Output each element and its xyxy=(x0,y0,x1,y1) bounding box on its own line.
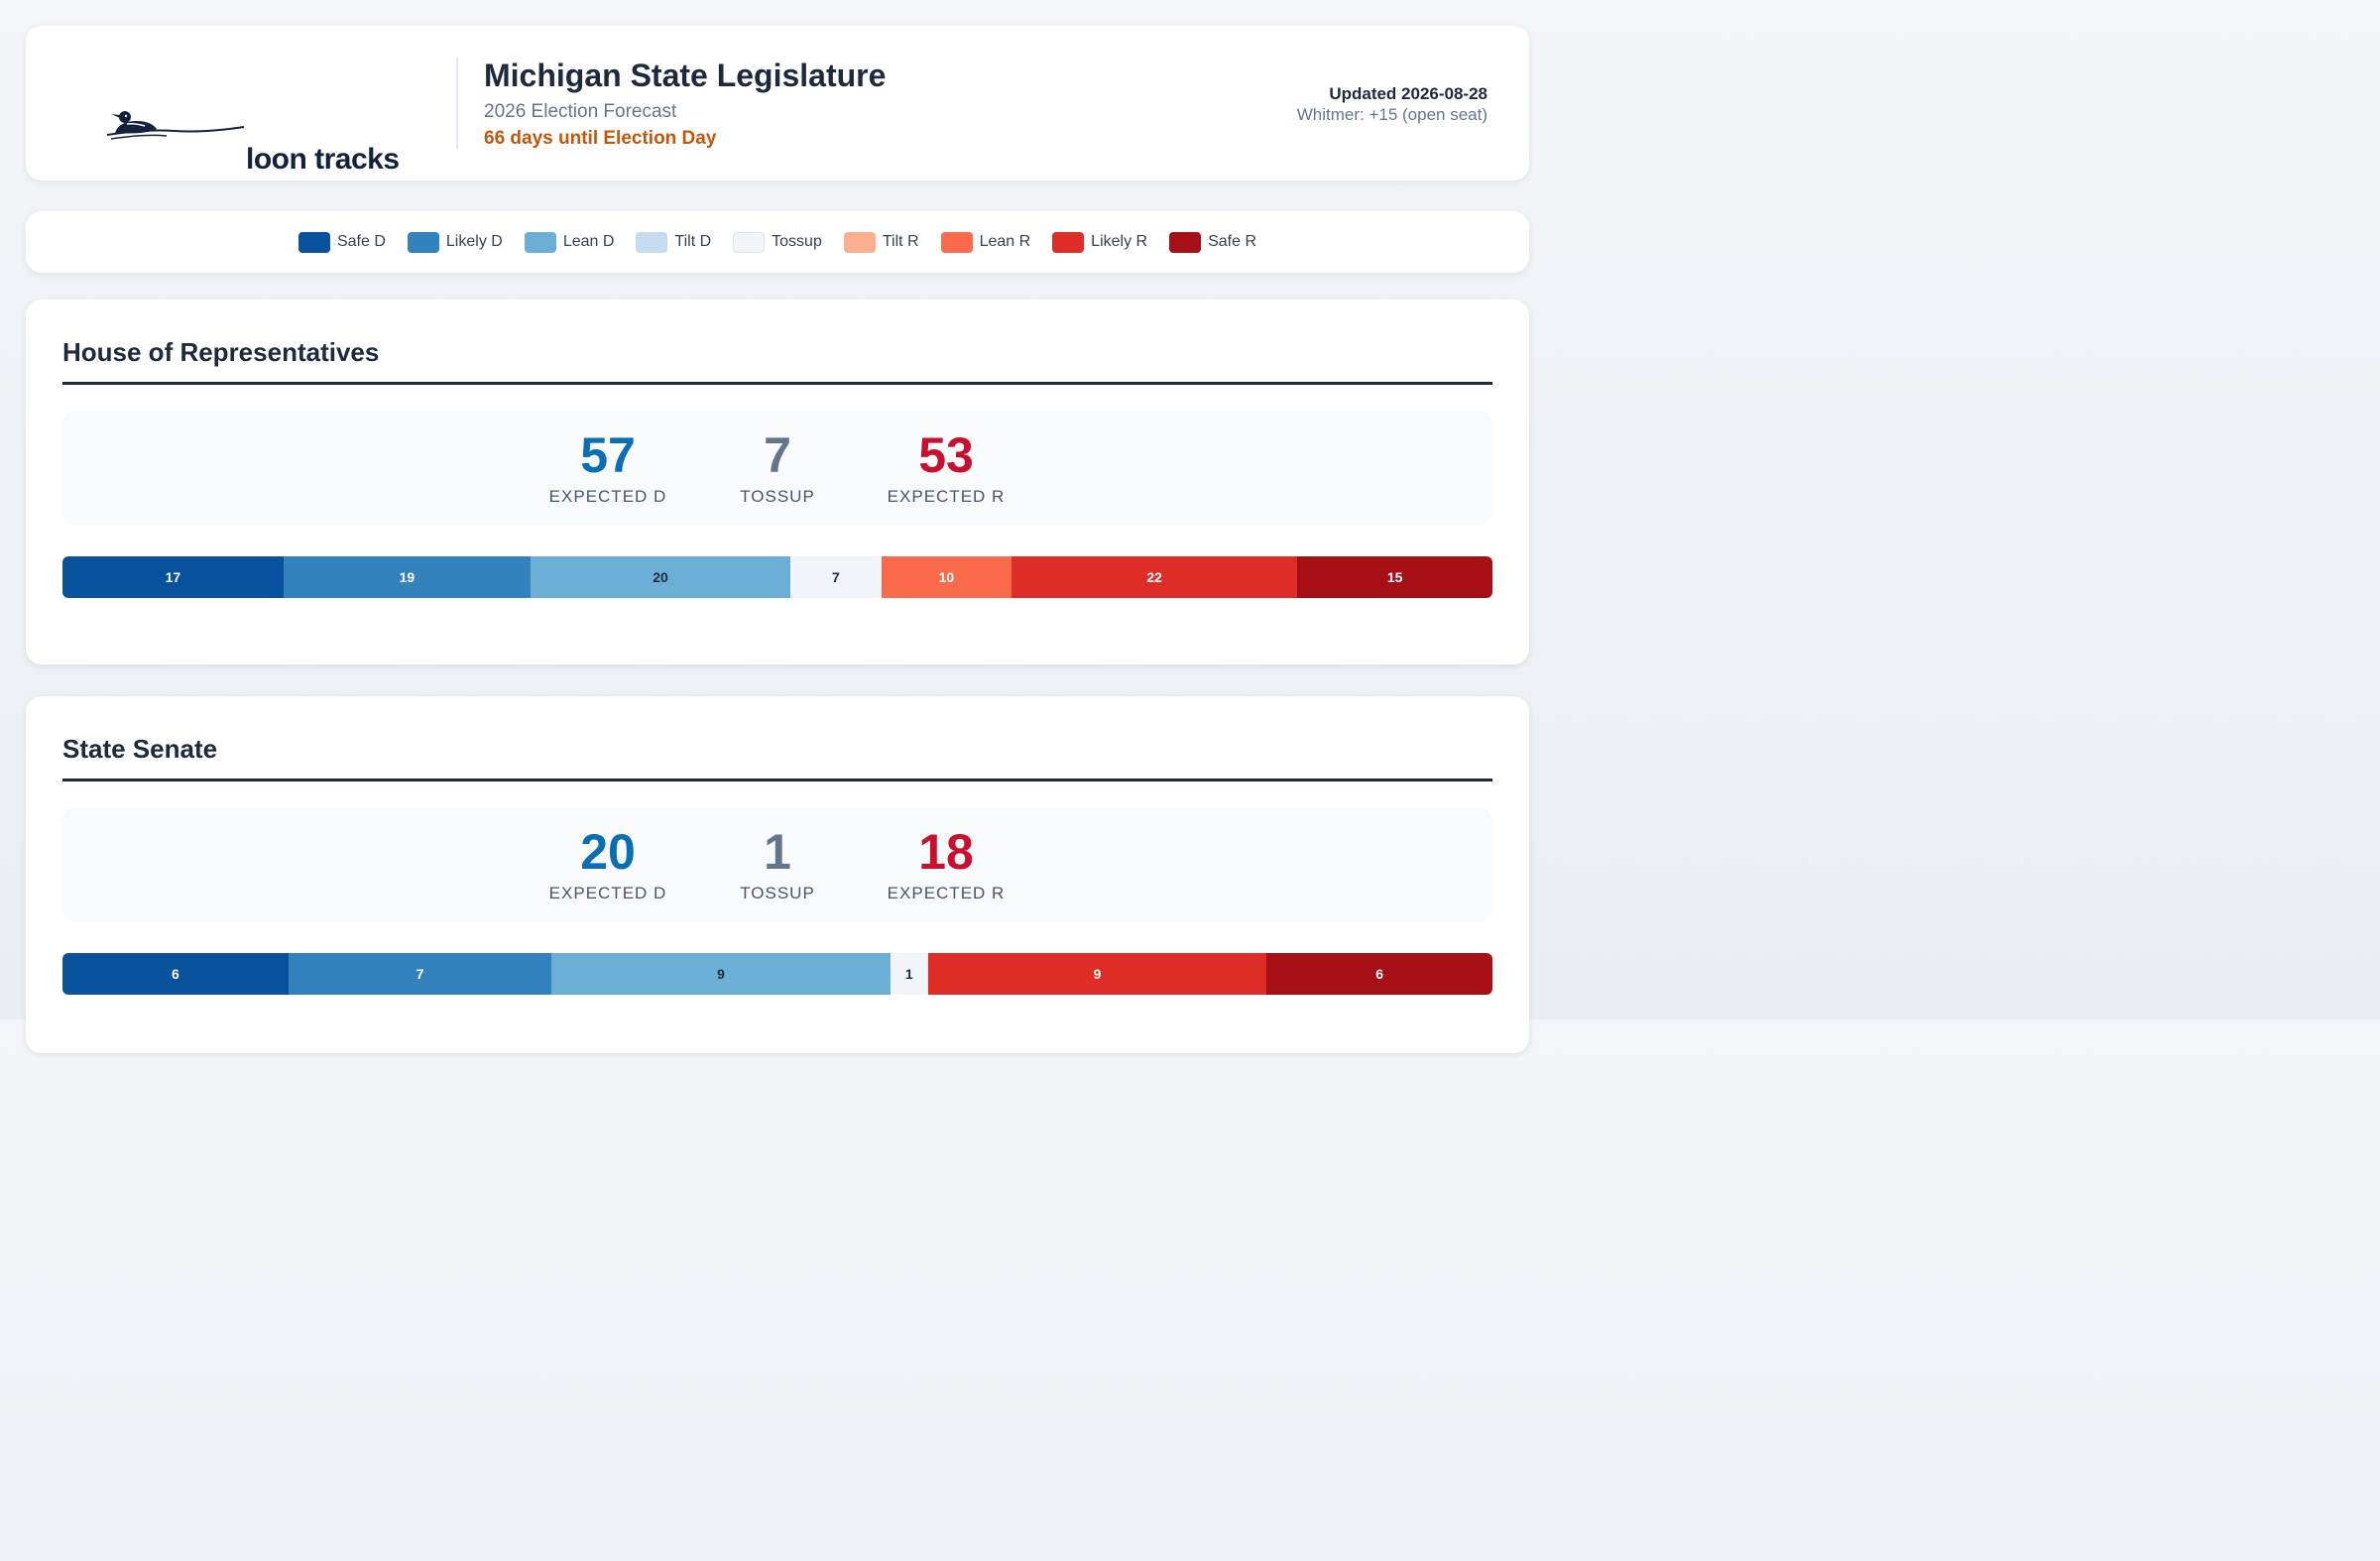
legend-item: Tossup xyxy=(733,231,822,253)
legend-swatch xyxy=(524,231,556,253)
seat-segment-lean-r[interactable]: 10 xyxy=(881,556,1012,598)
seat-segment-safe-d[interactable]: 17 xyxy=(62,556,284,598)
legend-swatch xyxy=(1052,231,1085,253)
legend-swatch xyxy=(298,231,330,253)
seat-segment-lean-d[interactable]: 20 xyxy=(530,556,791,598)
tossup-label: TOSSUP xyxy=(740,884,815,902)
seat-segment-safe-r[interactable]: 15 xyxy=(1297,556,1492,598)
legend-label: Lean D xyxy=(562,233,615,250)
legend-label: Likely D xyxy=(445,233,503,250)
summary-stats: 20 EXPECTED D 1 TOSSUP 18 EXPECTED R xyxy=(62,807,1492,921)
section-title: State Senate xyxy=(62,734,218,764)
tossup-count: 1 xyxy=(764,824,791,880)
expected-r-stat: 53 EXPECTED R xyxy=(857,424,1035,508)
tossup-label: TOSSUP xyxy=(740,487,815,506)
legend-label: Likely R xyxy=(1091,233,1148,250)
legend-item: Tilt D xyxy=(636,231,712,253)
expected-d-label: EXPECTED D xyxy=(548,487,667,506)
logo[interactable]: loon tracks xyxy=(105,81,403,176)
seat-segment-tossup[interactable]: 7 xyxy=(790,556,882,598)
legend-swatch xyxy=(407,231,439,253)
seat-segment-likely-r[interactable]: 9 xyxy=(927,953,1267,995)
legend-label: Safe D xyxy=(336,233,386,250)
legend-item: Safe R xyxy=(1169,231,1256,253)
expected-r-label: EXPECTED R xyxy=(887,487,1006,506)
expected-d-stat: 57 EXPECTED D xyxy=(519,424,697,508)
summary-stats: 57 EXPECTED D 7 TOSSUP 53 EXPECTED R xyxy=(62,411,1492,525)
header-divider xyxy=(456,58,458,149)
section-divider xyxy=(62,779,1492,781)
expected-d-count: 20 xyxy=(580,824,636,880)
expected-r-count: 53 xyxy=(918,427,974,483)
seat-segment-tossup[interactable]: 1 xyxy=(890,953,928,995)
legend-label: Tilt D xyxy=(674,233,712,250)
tossup-stat: 1 TOSSUP xyxy=(688,821,867,904)
expected-r-label: EXPECTED R xyxy=(887,884,1006,902)
legend-swatch xyxy=(733,231,766,253)
seat-segment-likely-d[interactable]: 19 xyxy=(283,556,531,598)
governor-note: Whitmer: +15 (open seat) xyxy=(1296,105,1488,124)
election-countdown: 66 days until Election Day xyxy=(484,128,717,149)
senate-section: State Senate 20 EXPECTED D 1 TOSSUP 18 E… xyxy=(26,696,1529,1053)
seat-rating-bar: 17 19 20 7 10 22 15 xyxy=(62,556,1492,598)
legend-item: Safe D xyxy=(298,231,386,253)
legend-label: Safe R xyxy=(1208,233,1256,250)
seat-segment-safe-d[interactable]: 6 xyxy=(62,953,289,995)
expected-r-stat: 18 EXPECTED R xyxy=(857,821,1035,904)
legend-label: Lean R xyxy=(979,233,1031,250)
expected-d-count: 57 xyxy=(580,427,636,483)
legend-swatch xyxy=(843,231,876,253)
expected-r-count: 18 xyxy=(918,824,974,880)
legend-item: Likely D xyxy=(407,231,503,253)
tossup-stat: 7 TOSSUP xyxy=(688,424,867,508)
legend-item: Lean D xyxy=(524,231,615,253)
page-title: Michigan State Legislature xyxy=(484,58,887,93)
expected-d-stat: 20 EXPECTED D xyxy=(519,821,697,904)
logo-text: loon tracks xyxy=(246,143,400,176)
seat-segment-likely-r[interactable]: 22 xyxy=(1011,556,1298,598)
legend-swatch xyxy=(636,231,668,253)
legend-label: Tossup xyxy=(772,233,822,250)
section-divider xyxy=(62,382,1492,385)
updated-date: Updated 2026-08-28 xyxy=(1329,84,1488,103)
seat-segment-likely-d[interactable]: 7 xyxy=(288,953,552,995)
seat-segment-safe-r[interactable]: 6 xyxy=(1266,953,1492,995)
rating-legend: Safe D Likely D Lean D Tilt D Tossup Tilt R Le… xyxy=(26,211,1529,273)
legend-item: Likely R xyxy=(1052,231,1148,253)
section-title: House of Representatives xyxy=(62,337,380,367)
legend-item: Lean R xyxy=(940,231,1031,253)
loon-icon xyxy=(106,111,245,140)
legend-item: Tilt R xyxy=(843,231,919,253)
legend-swatch xyxy=(940,231,973,253)
header-card: loon tracks Michigan State Legislature 2… xyxy=(26,26,1529,180)
legend-swatch xyxy=(1169,231,1202,253)
page-subtitle: 2026 Election Forecast xyxy=(484,101,677,122)
legend-label: Tilt R xyxy=(882,233,919,250)
tossup-count: 7 xyxy=(764,427,791,483)
house-section: House of Representatives 57 EXPECTED D 7… xyxy=(26,300,1529,664)
seat-segment-lean-d[interactable]: 9 xyxy=(551,953,891,995)
expected-d-label: EXPECTED D xyxy=(548,884,667,902)
